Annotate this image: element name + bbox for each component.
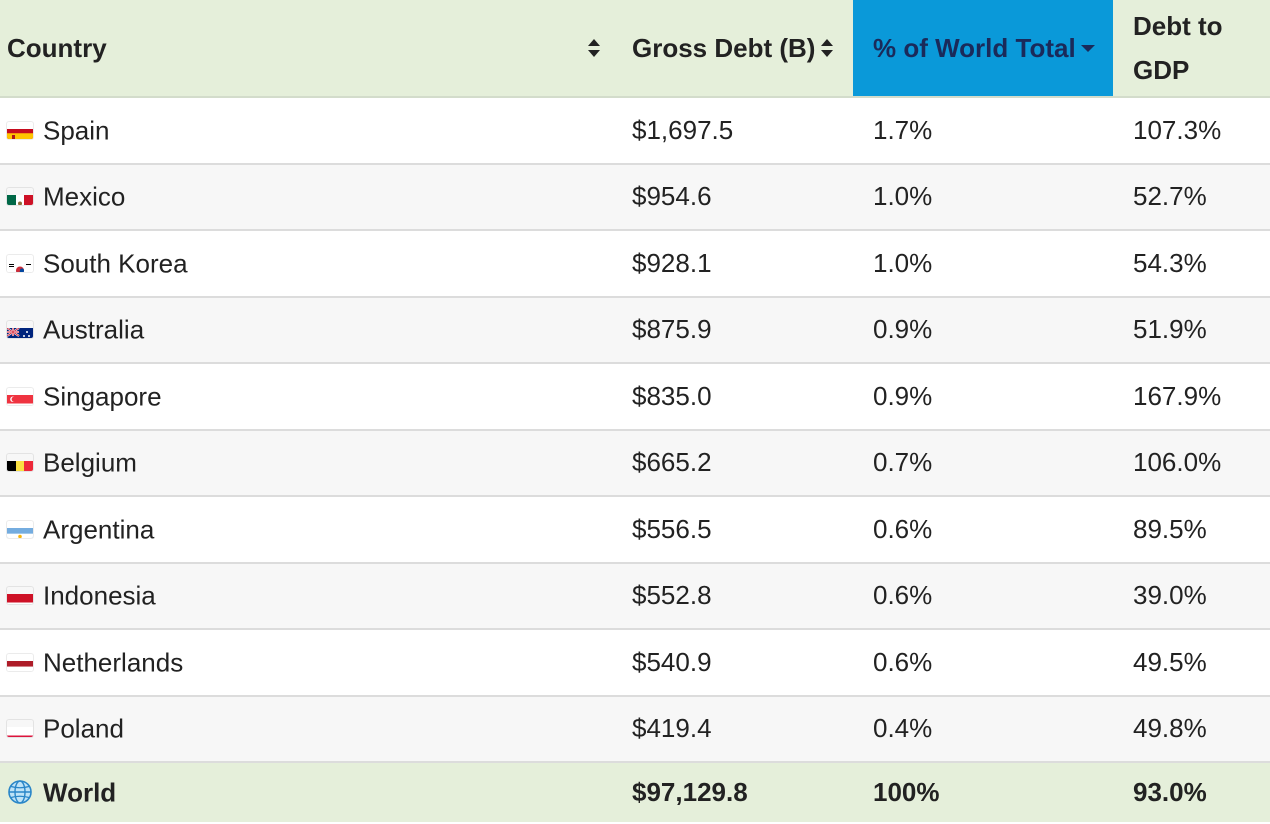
netherlands-flag-icon bbox=[7, 654, 33, 671]
column-header-gross-debt[interactable]: Gross Debt (B) bbox=[620, 0, 853, 98]
sort-both-icon bbox=[821, 39, 834, 57]
cell-country: Belgium bbox=[0, 429, 620, 497]
cell-gross-debt: $928.1 bbox=[620, 230, 853, 298]
column-header-label: Gross Debt (B) bbox=[632, 33, 816, 63]
cell-debt-to-gdp: 89.5% bbox=[1113, 496, 1270, 564]
column-header-label: Country bbox=[7, 33, 107, 63]
cell-pct-world-total: 0.6% bbox=[853, 562, 1113, 630]
cell-pct-world-total: 0.9% bbox=[853, 296, 1113, 364]
cell-gross-debt: $835.0 bbox=[620, 363, 853, 431]
column-header-pct-world-total[interactable]: % of World Total bbox=[853, 0, 1113, 98]
indonesia-flag-icon bbox=[7, 587, 33, 605]
south-korea-flag-icon bbox=[7, 255, 33, 272]
cell-pct-world-total: 1.0% bbox=[853, 230, 1113, 298]
cell-pct-world-total: 1.7% bbox=[853, 97, 1113, 165]
cell-debt-to-gdp: 167.9% bbox=[1113, 363, 1270, 431]
spain-flag-icon bbox=[7, 122, 33, 139]
cell-gross-debt: $665.2 bbox=[620, 429, 853, 497]
poland-flag-icon bbox=[7, 720, 33, 738]
country-name: Spain bbox=[43, 115, 110, 146]
column-header-label: Debt to GDP bbox=[1133, 11, 1223, 85]
table-row: Singapore $835.0 0.9% 167.9% bbox=[0, 363, 1270, 431]
table-row: Mexico $954.6 1.0% 52.7% bbox=[0, 163, 1270, 231]
cell-pct-world-total: 0.7% bbox=[853, 429, 1113, 497]
cell-gross-debt: $954.6 bbox=[620, 163, 853, 231]
cell-country: Indonesia bbox=[0, 562, 620, 630]
globe-icon bbox=[8, 780, 32, 804]
cell-debt-to-gdp: 49.8% bbox=[1113, 695, 1270, 763]
cell-country: Singapore bbox=[0, 363, 620, 431]
column-header-label: % of World Total bbox=[873, 33, 1076, 63]
cell-gross-debt: $540.9 bbox=[620, 629, 853, 697]
table-row: Indonesia $552.8 0.6% 39.0% bbox=[0, 562, 1270, 630]
country-name: Indonesia bbox=[43, 581, 156, 612]
table-row: Australia $875.9 0.9% 51.9% bbox=[0, 296, 1270, 364]
cell-gross-debt: $97,129.8 bbox=[620, 762, 853, 822]
cell-pct-world-total: 0.9% bbox=[853, 363, 1113, 431]
cell-pct-world-total: 0.6% bbox=[853, 629, 1113, 697]
cell-gross-debt: $552.8 bbox=[620, 562, 853, 630]
cell-gross-debt: $1,697.5 bbox=[620, 97, 853, 165]
country-name: World bbox=[43, 777, 117, 808]
column-header-country[interactable]: Country bbox=[0, 0, 620, 98]
cell-pct-world-total: 0.4% bbox=[853, 695, 1113, 763]
cell-country: Netherlands bbox=[0, 629, 620, 697]
country-name: Argentina bbox=[43, 514, 155, 545]
cell-debt-to-gdp: 93.0% bbox=[1113, 762, 1270, 822]
column-header-debt-to-gdp[interactable]: Debt to GDP bbox=[1113, 0, 1270, 98]
header-row: Country Gross Debt (B) % of World Total bbox=[0, 0, 1270, 98]
table-row: Netherlands $540.9 0.6% 49.5% bbox=[0, 629, 1270, 697]
total-row: World $97,129.8 100% 93.0% bbox=[0, 762, 1270, 822]
cell-country: World bbox=[0, 762, 620, 822]
table-row: Spain $1,697.5 1.7% 107.3% bbox=[0, 97, 1270, 165]
table-row: Belgium $665.2 0.7% 106.0% bbox=[0, 429, 1270, 497]
sort-both-icon bbox=[588, 39, 600, 57]
cell-country: Poland bbox=[0, 695, 620, 763]
cell-country: Spain bbox=[0, 97, 620, 165]
cell-debt-to-gdp: 106.0% bbox=[1113, 429, 1270, 497]
cell-gross-debt: $556.5 bbox=[620, 496, 853, 564]
cell-gross-debt: $419.4 bbox=[620, 695, 853, 763]
country-name: Mexico bbox=[43, 182, 126, 213]
argentina-flag-icon bbox=[7, 521, 33, 538]
table-row: South Korea $928.1 1.0% 54.3% bbox=[0, 230, 1270, 298]
cell-gross-debt: $875.9 bbox=[620, 296, 853, 364]
cell-country: South Korea bbox=[0, 230, 620, 298]
country-name: Belgium bbox=[43, 448, 137, 479]
sort-descending-icon bbox=[1080, 45, 1095, 52]
country-name: Australia bbox=[43, 315, 145, 346]
cell-debt-to-gdp: 52.7% bbox=[1113, 163, 1270, 231]
cell-debt-to-gdp: 54.3% bbox=[1113, 230, 1270, 298]
cell-pct-world-total: 1.0% bbox=[853, 163, 1113, 231]
cell-pct-world-total: 100% bbox=[853, 762, 1113, 822]
table-row: Argentina $556.5 0.6% 89.5% bbox=[0, 496, 1270, 564]
cell-country: Australia bbox=[0, 296, 620, 364]
mexico-flag-icon bbox=[7, 188, 33, 206]
cell-debt-to-gdp: 107.3% bbox=[1113, 97, 1270, 165]
singapore-flag-icon bbox=[7, 388, 33, 405]
country-name: Singapore bbox=[43, 381, 162, 412]
cell-debt-to-gdp: 51.9% bbox=[1113, 296, 1270, 364]
cell-country: Mexico bbox=[0, 163, 620, 231]
cell-country: Argentina bbox=[0, 496, 620, 564]
cell-pct-world-total: 0.6% bbox=[853, 496, 1113, 564]
australia-flag-icon bbox=[7, 321, 33, 339]
table-row: Poland $419.4 0.4% 49.8% bbox=[0, 695, 1270, 763]
belgium-flag-icon bbox=[7, 454, 33, 472]
country-name: South Korea bbox=[43, 248, 188, 279]
cell-debt-to-gdp: 49.5% bbox=[1113, 629, 1270, 697]
country-name: Netherlands bbox=[43, 647, 184, 678]
country-name: Poland bbox=[43, 714, 124, 745]
cell-debt-to-gdp: 39.0% bbox=[1113, 562, 1270, 630]
